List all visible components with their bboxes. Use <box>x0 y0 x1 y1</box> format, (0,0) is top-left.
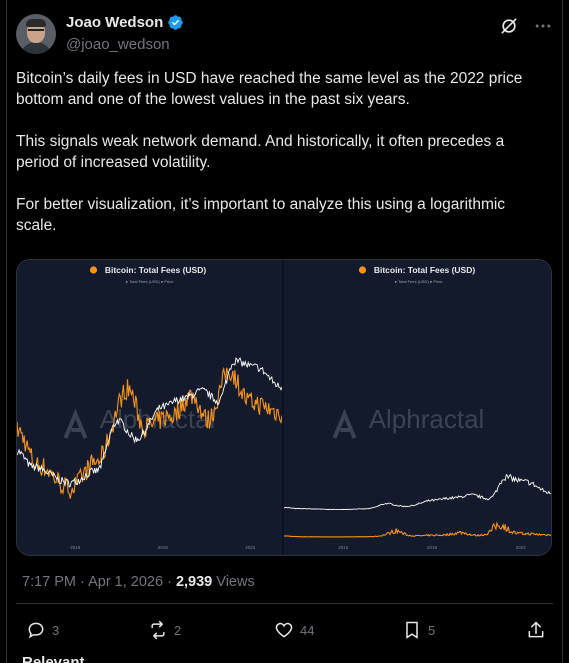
verified-badge-icon <box>168 15 184 30</box>
divider <box>16 603 553 604</box>
post-media[interactable]: Bitcoin: Total Fees (USD) ● Total Fees (U… <box>16 259 552 556</box>
repost-icon <box>151 620 165 640</box>
heart-icon <box>275 622 293 638</box>
chart-legend: ● Total Fees (USD) ● Price <box>126 279 175 284</box>
like-button[interactable]: 44 <box>274 620 314 640</box>
watermark: Alphractal <box>369 404 485 434</box>
post-paragraph: For better visualization, it’s important… <box>16 196 506 234</box>
bitcoin-logo-icon <box>89 266 98 274</box>
post-header: Joao Wedson @joao_wedson <box>16 12 553 56</box>
reply-button[interactable]: 3 <box>26 620 59 640</box>
chart-title: Bitcoin: Total Fees (USD) <box>374 265 476 275</box>
bookmark-icon <box>406 621 418 639</box>
bitcoin-logo-icon <box>358 266 367 274</box>
fees-series-line <box>284 521 551 538</box>
reply-icon <box>28 622 44 639</box>
chart-linear-scale[interactable]: Bitcoin: Total Fees (USD) ● Total Fees (U… <box>284 260 551 555</box>
watermark-logo-icon <box>332 408 357 439</box>
chart-log-scale[interactable]: Bitcoin: Total Fees (USD) ● Total Fees (U… <box>17 260 282 555</box>
x-tick-label: 2022 <box>245 545 256 550</box>
action-bar: 3 2 44 5 <box>26 620 546 644</box>
post-text: Bitcoin’s daily fees in USD have reached… <box>16 68 546 257</box>
repost-button[interactable]: 2 <box>148 620 181 640</box>
chart-title: Bitcoin: Total Fees (USD) <box>105 265 207 275</box>
repost-count: 2 <box>174 622 182 638</box>
author-name-row[interactable]: Joao Wedson <box>66 14 184 31</box>
more-options-icon[interactable] <box>533 16 553 36</box>
bookmark-button[interactable]: 5 <box>402 620 435 640</box>
display-name[interactable]: Joao Wedson <box>66 14 164 31</box>
x-tick-label: 2016 <box>338 545 349 550</box>
post-paragraph: Bitcoin’s daily fees in USD have reached… <box>16 70 523 108</box>
chart-legend: ● Total Fees (USD) ● Price <box>395 279 444 284</box>
like-count: 44 <box>300 622 315 638</box>
x-tick-label: 2016 <box>70 545 81 550</box>
x-tick-label: 2022 <box>516 545 527 550</box>
price-series-line <box>284 473 551 511</box>
views-count: 2,939 <box>175 574 213 590</box>
share-icon <box>528 621 544 638</box>
views-label: Views <box>216 574 255 590</box>
timestamp[interactable]: 7:17 PM · Apr 1, 2026 <box>22 574 164 590</box>
chart-svg: Bitcoin: Total Fees (USD) ● Total Fees (U… <box>17 265 282 550</box>
post-paragraph: This signals weak network demand. And hi… <box>16 133 505 171</box>
x-tick-label: 2019 <box>427 545 438 550</box>
post-container <box>6 0 563 663</box>
relevant-section-label: Relevant <box>22 654 85 663</box>
grok-icon[interactable] <box>499 16 519 36</box>
reply-count: 3 <box>52 622 60 638</box>
header-actions <box>499 16 553 36</box>
watermark-logo-icon <box>63 408 88 439</box>
price-series-line <box>17 357 282 488</box>
author-block[interactable]: Joao Wedson @joao_wedson <box>66 14 184 53</box>
post-meta: 7:17 PM · Apr 1, 2026 · 2,939 Views <box>22 574 255 590</box>
avatar[interactable] <box>16 14 56 54</box>
share-button[interactable] <box>526 620 546 640</box>
bookmark-count: 5 <box>428 622 436 638</box>
chart-svg: Bitcoin: Total Fees (USD) ● Total Fees (U… <box>284 265 551 550</box>
handle[interactable]: @joao_wedson <box>66 36 170 53</box>
x-tick-label: 2019 <box>158 545 169 550</box>
